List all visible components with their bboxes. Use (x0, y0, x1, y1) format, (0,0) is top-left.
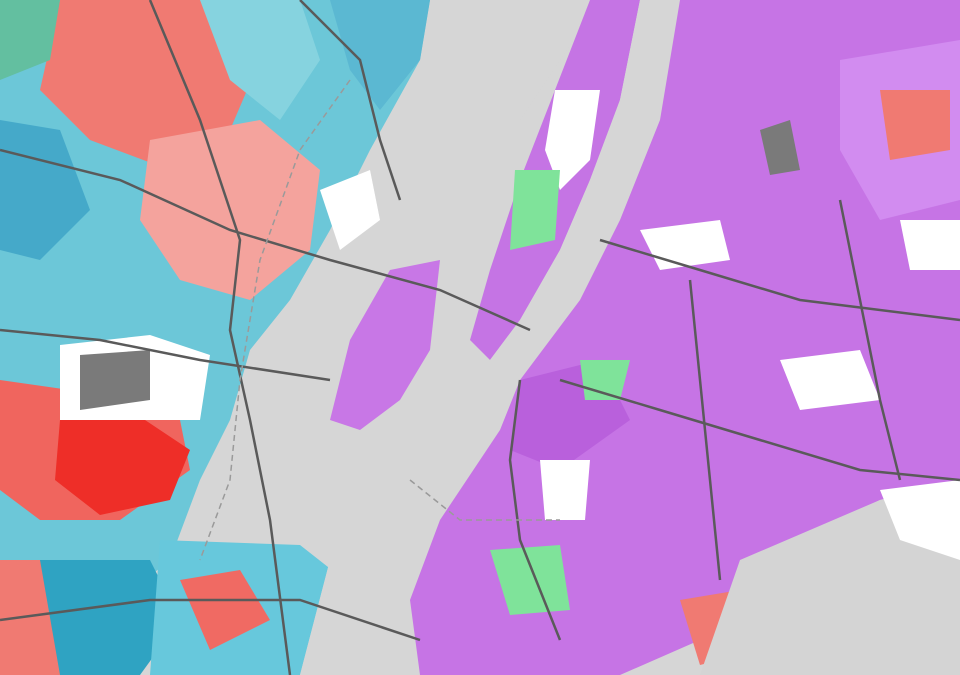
road-10 (299, 0, 402, 201)
jfk-airport (880, 480, 960, 560)
new-jersey-region (0, 0, 430, 675)
brooklyn-white-area (540, 460, 590, 520)
road-5 (599, 238, 960, 322)
red-patch-northeast (880, 90, 950, 160)
prospect-park-area (490, 545, 570, 615)
manhattan-region (470, 0, 640, 360)
queens-white-area-2 (780, 350, 880, 410)
road-6 (508, 379, 562, 641)
nj-cyan-patch-1 (200, 0, 320, 120)
nj-dark-red-area (55, 410, 190, 515)
rail-2 (409, 479, 560, 521)
road-1 (0, 148, 531, 332)
nj-red-area-north (40, 0, 260, 170)
upper-bay (300, 440, 400, 675)
jersey-city-area (330, 260, 440, 430)
nj-cyan-patch-4 (40, 560, 180, 675)
white-patch-northeast (900, 220, 960, 270)
manhattan-green-patch (510, 170, 560, 250)
rail-1 (199, 79, 351, 561)
nj-green-patch (0, 0, 60, 80)
east-river (490, 0, 680, 380)
rail-lines (199, 79, 560, 561)
road-4 (559, 378, 960, 482)
road-8 (838, 199, 902, 481)
road-2 (148, 0, 292, 675)
nj-white-area (320, 170, 380, 250)
road-7 (688, 279, 722, 581)
airport-terminals (80, 350, 150, 410)
road-3 (0, 328, 331, 382)
jamaica-bay-area (700, 480, 960, 675)
nj-red-patch-6 (180, 570, 270, 650)
central-park (545, 90, 600, 190)
road-9 (0, 598, 421, 642)
laguardia-terminal (760, 120, 800, 175)
nj-cyan-patch-3 (330, 0, 430, 110)
